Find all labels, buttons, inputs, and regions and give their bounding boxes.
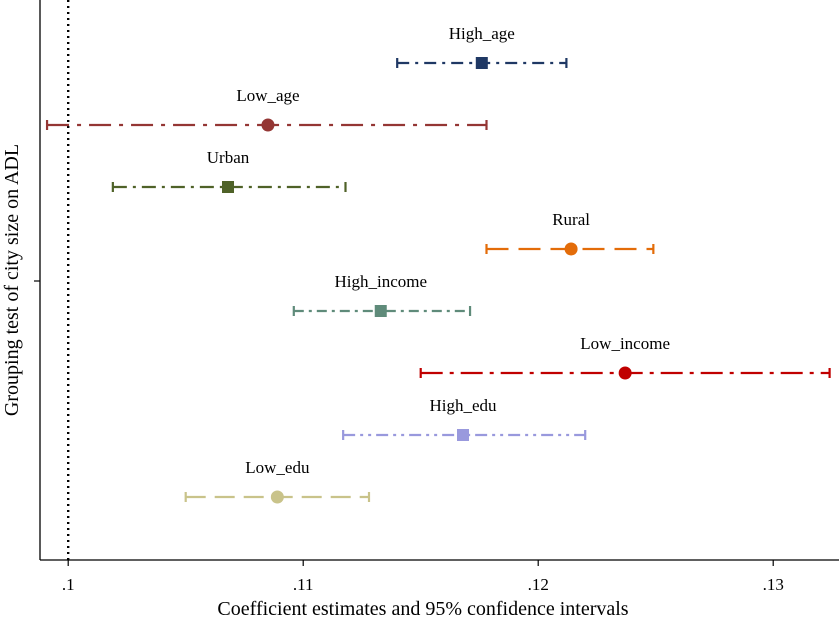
x-tick-label: .13 bbox=[763, 575, 784, 594]
series-urban: Urban bbox=[111, 148, 347, 193]
axes-group: .1 .11 .12 .13 bbox=[34, 0, 839, 594]
series-label: Low_age bbox=[236, 86, 299, 105]
series-high-age: High_age bbox=[396, 24, 568, 69]
x-tick-label: .1 bbox=[62, 575, 75, 594]
series-label: High_edu bbox=[429, 396, 497, 415]
point-estimate-circle bbox=[261, 118, 275, 132]
point-estimate-square bbox=[374, 305, 387, 317]
series-label: High_age bbox=[449, 24, 515, 43]
point-estimate-circle bbox=[618, 366, 632, 380]
series-label: High_income bbox=[334, 272, 427, 291]
series-label: Urban bbox=[207, 148, 250, 167]
point-estimate-circle bbox=[270, 490, 284, 504]
x-axis-title: Coefficient estimates and 95% confidence… bbox=[217, 598, 628, 620]
x-tick-label: .12 bbox=[528, 575, 549, 594]
point-estimate-square bbox=[457, 429, 469, 441]
y-axis-title: Grouping test of city size on ADL bbox=[1, 144, 23, 416]
series-label: Rural bbox=[552, 210, 590, 229]
x-tick-label: .11 bbox=[293, 575, 314, 594]
point-estimate-circle bbox=[564, 242, 578, 256]
series-high-income: High_income bbox=[292, 272, 472, 317]
point-estimate-square bbox=[222, 181, 234, 193]
series-low-edu: Low_edu bbox=[184, 458, 371, 504]
series-label: Low_edu bbox=[245, 458, 310, 477]
series-rural: Rural bbox=[485, 210, 655, 256]
series-group: High_age Low_age Urban Rural High_income Low_… bbox=[45, 24, 831, 504]
series-low-age: Low_age bbox=[45, 86, 488, 132]
point-estimate-square bbox=[475, 57, 488, 69]
series-high-edu: High_edu bbox=[342, 396, 587, 441]
series-low-income: Low_income bbox=[419, 334, 831, 380]
series-label: Low_income bbox=[580, 334, 670, 353]
